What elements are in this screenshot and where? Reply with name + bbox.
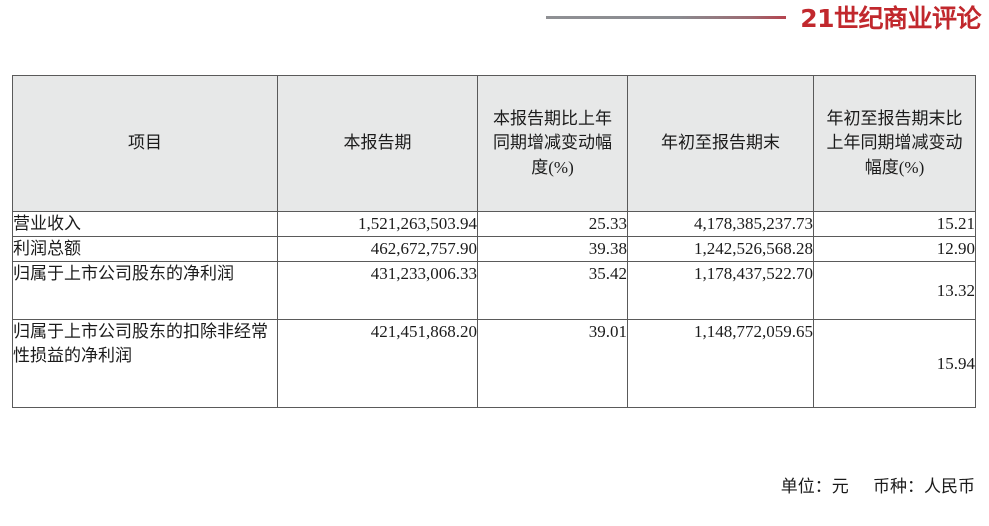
- cell-current-change: 25.33: [477, 210, 628, 238]
- table-header: 项目 本报告期 本报告期比上年同期增减变动幅度(%) 年初至报告期末 年初至报告…: [12, 75, 976, 212]
- cell-current-period: 421,451,868.20: [277, 319, 478, 409]
- column-header-current-change: 本报告期比上年同期增减变动幅度(%): [477, 75, 628, 212]
- cell-ytd-change: 15.94: [813, 319, 976, 409]
- cell-ytd: 1,242,526,568.28: [627, 236, 814, 263]
- row-label: 归属于上市公司股东的净利润: [12, 261, 278, 321]
- column-header-ytd-change: 年初至报告期末比上年同期增减变动幅度(%): [813, 75, 976, 212]
- header-row: 项目 本报告期 本报告期比上年同期增减变动幅度(%) 年初至报告期末 年初至报告…: [12, 75, 976, 212]
- cell-ytd: 1,178,437,522.70: [627, 261, 814, 321]
- table-footnote: 单位：元 币种：人民币: [0, 472, 975, 497]
- cell-ytd-change: 15.21: [813, 210, 976, 238]
- cell-ytd-change: 12.90: [813, 236, 976, 263]
- cell-current-change: 39.38: [477, 236, 628, 263]
- table-row: 营业收入 1,521,263,503.94 25.33 4,178,385,23…: [12, 210, 976, 238]
- financial-table-container: 项目 本报告期 本报告期比上年同期增减变动幅度(%) 年初至报告期末 年初至报告…: [12, 75, 976, 409]
- table-body: 营业收入 1,521,263,503.94 25.33 4,178,385,23…: [12, 210, 976, 409]
- cell-current-change: 35.42: [477, 261, 628, 321]
- cell-current-period: 431,233,006.33: [277, 261, 478, 321]
- table-row: 利润总额 462,672,757.90 39.38 1,242,526,568.…: [12, 236, 976, 263]
- column-header-item: 项目: [12, 75, 278, 212]
- cell-current-period: 1,521,263,503.94: [277, 210, 478, 238]
- row-label: 归属于上市公司股东的扣除非经常性损益的净利润: [12, 319, 278, 409]
- cell-current-change: 39.01: [477, 319, 628, 409]
- table-row: 归属于上市公司股东的净利润 431,233,006.33 35.42 1,178…: [12, 261, 976, 321]
- column-header-current-period: 本报告期: [277, 75, 478, 212]
- column-header-ytd: 年初至报告期末: [627, 75, 814, 212]
- row-label: 利润总额: [12, 236, 278, 263]
- footnote-currency: 币种：人民币: [873, 477, 975, 496]
- masthead-rule: [546, 16, 787, 19]
- table-row: 归属于上市公司股东的扣除非经常性损益的净利润 421,451,868.20 39…: [12, 319, 976, 409]
- cell-ytd-change: 13.32: [813, 261, 976, 321]
- row-label: 营业收入: [12, 210, 278, 238]
- footnote-unit: 单位：元: [780, 477, 849, 496]
- financial-summary-table: 项目 本报告期 本报告期比上年同期增减变动幅度(%) 年初至报告期末 年初至报告…: [12, 75, 976, 409]
- cell-ytd: 1,148,772,059.65: [627, 319, 814, 409]
- cell-ytd: 4,178,385,237.73: [627, 210, 814, 238]
- cell-current-period: 462,672,757.90: [277, 236, 478, 263]
- masthead: 21世纪商业评论: [0, 0, 989, 36]
- publication-logo: 21世纪商业评论: [800, 3, 981, 33]
